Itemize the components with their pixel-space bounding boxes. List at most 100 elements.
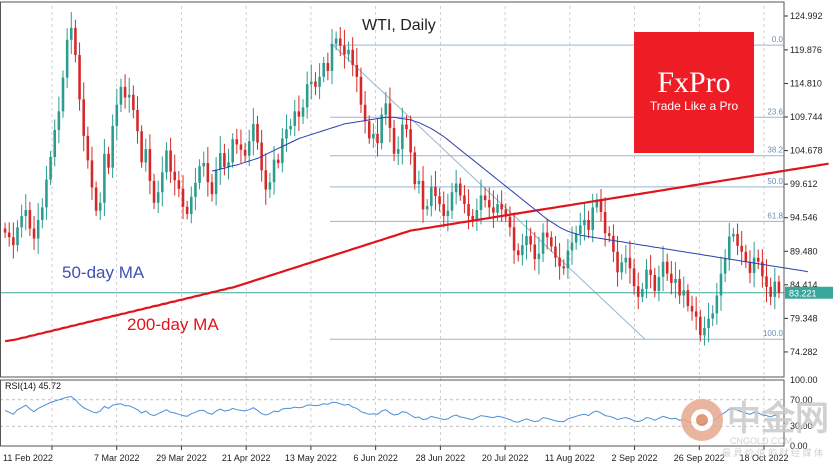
candle-body — [69, 27, 73, 40]
candle-body — [566, 250, 570, 269]
candle-body — [305, 84, 309, 108]
candle-body — [475, 210, 479, 221]
candle-body — [127, 94, 131, 98]
chart-title: WTI, Daily — [362, 17, 436, 34]
watermark-url: CNGOLD.COM — [730, 436, 792, 446]
candle-body — [41, 207, 44, 220]
ma50-label: 50-day MA — [62, 263, 145, 282]
axes: 124.992 119.876 114.810 109.744 104.678 99.61… — [0, 1, 833, 463]
candle-body — [28, 210, 32, 229]
candle-body — [293, 111, 297, 126]
candle-body — [173, 171, 177, 181]
candle-body — [533, 244, 537, 260]
current-price-badge — [785, 286, 833, 299]
candle-body — [214, 169, 218, 195]
y-tick-label: 119.876 — [790, 45, 822, 55]
candle-body — [492, 207, 495, 213]
candle-body — [454, 183, 458, 193]
candle-body — [579, 225, 582, 234]
candle-body — [649, 269, 652, 275]
candle-body — [235, 139, 239, 145]
candle-body — [396, 149, 400, 154]
candle-body — [45, 179, 48, 208]
candle-body — [314, 81, 317, 87]
y-tick-label: 124.992 — [790, 11, 823, 21]
candlesticks — [3, 11, 781, 346]
candle-body — [756, 257, 760, 262]
y-tick-label: 89.480 — [790, 246, 818, 256]
candle-body — [297, 111, 301, 117]
rsi-tick-label: 100.00 — [790, 375, 818, 385]
candle-body — [268, 182, 272, 190]
candle-body — [562, 266, 566, 269]
candle-body — [558, 257, 561, 267]
candle-body — [736, 233, 739, 246]
fib-level-label: 23.6 — [767, 107, 783, 116]
candle-body — [674, 278, 677, 283]
candle-body — [496, 204, 499, 213]
x-tick-label: 13 May 2022 — [285, 453, 337, 463]
candle-body — [711, 313, 715, 319]
candle-body — [769, 286, 772, 297]
candle-body — [678, 278, 681, 296]
x-tick-label: 2 Sep 2022 — [612, 453, 658, 463]
candle-body — [752, 257, 756, 273]
fib-level-label: 0.0 — [772, 35, 784, 44]
rsi-tick-label: 30.00 — [790, 421, 813, 431]
watermark-slogan: 最 具 价 值 的 财 经 媒 体 — [722, 447, 823, 458]
candle-body — [773, 281, 777, 297]
candle-body — [500, 204, 503, 210]
candle-body — [624, 257, 628, 263]
candle-body — [210, 182, 214, 195]
candle-body — [446, 210, 450, 217]
candle-body — [450, 192, 454, 211]
candle-body — [388, 103, 392, 128]
price-panel-frame — [0, 1, 785, 378]
y-tick-label: 109.744 — [790, 112, 823, 122]
candle-body — [719, 273, 723, 296]
candle-body — [401, 124, 404, 150]
candle-body — [330, 43, 334, 71]
rsi-tick-label: 0.00 — [790, 441, 808, 451]
rsi-panel-frame — [0, 379, 785, 447]
y-tick-label: 99.612 — [790, 179, 818, 189]
candle-body — [322, 62, 326, 77]
candle-body — [765, 276, 768, 287]
candle-body — [479, 195, 483, 211]
candle-body — [487, 200, 491, 208]
candle-body — [136, 110, 139, 132]
candle-body — [458, 183, 462, 196]
fib-level-label: 100.0 — [763, 329, 784, 338]
x-tick-label: 21 Apr 2022 — [222, 453, 271, 463]
candle-body — [86, 135, 90, 161]
candle-body — [657, 276, 661, 291]
x-tick-label: 20 Jul 2022 — [482, 453, 529, 463]
candle-body — [227, 162, 230, 167]
candle-body — [140, 131, 143, 163]
candle-body — [699, 316, 702, 336]
x-tick-label: 11 Aug 2022 — [545, 453, 595, 463]
candle-body — [74, 27, 77, 56]
candle-body — [583, 219, 586, 226]
candle-body — [591, 207, 594, 230]
candle-body — [707, 318, 710, 328]
candle-body — [467, 204, 470, 217]
fib-level-label: 50.0 — [767, 177, 783, 186]
candle-body — [206, 163, 210, 183]
candle-body — [310, 81, 313, 85]
candle-body — [413, 152, 417, 185]
candle-body — [32, 228, 36, 239]
candle-body — [119, 86, 123, 105]
candle-body — [181, 188, 185, 207]
candle-body — [123, 86, 127, 98]
y-tick-label: 74.282 — [790, 347, 818, 357]
moving-averages — [4, 116, 829, 343]
candle-body — [665, 261, 669, 274]
candle-body — [603, 212, 607, 234]
candle-body — [421, 180, 425, 210]
candle-body — [727, 236, 731, 259]
candle-body — [132, 94, 135, 111]
candle-body — [78, 55, 81, 100]
candle-body — [94, 187, 98, 211]
